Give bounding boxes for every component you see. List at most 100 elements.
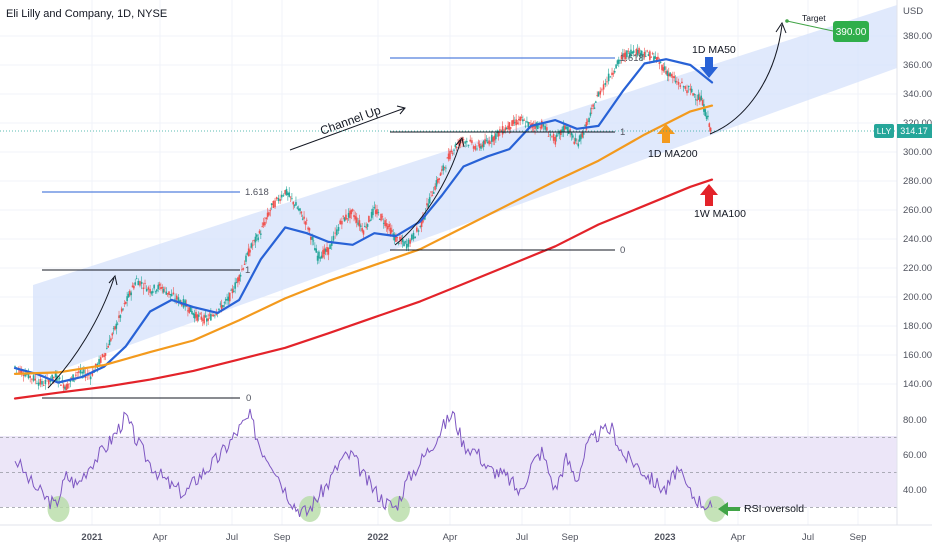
candle-body	[471, 140, 473, 144]
candle-body	[260, 233, 262, 235]
candle-body	[597, 92, 600, 97]
candle-body	[395, 236, 397, 242]
candle-body	[636, 49, 639, 56]
time-tick-label: Jul	[802, 532, 814, 543]
candle-body	[288, 192, 291, 197]
candle-body	[65, 384, 68, 391]
candle-body	[147, 287, 150, 290]
impulse-arrows	[47, 21, 787, 389]
candle-body	[305, 219, 308, 221]
candle-body	[516, 122, 519, 125]
candle-body	[574, 138, 577, 142]
candle-body	[410, 234, 413, 240]
candle-body	[222, 305, 224, 308]
time-tick-label: Sep	[274, 532, 291, 543]
candle-body	[566, 126, 569, 131]
candle-body	[581, 132, 584, 138]
chart-title: Eli Lilly and Company, 1D, NYSE	[6, 8, 167, 20]
candle-body	[559, 130, 562, 135]
candle-body	[412, 232, 415, 240]
candle-body	[511, 120, 513, 126]
candle-body	[647, 54, 650, 56]
candle-body	[27, 371, 30, 379]
candle-body	[293, 205, 296, 207]
candle-body	[354, 216, 357, 220]
candle-body	[327, 247, 330, 255]
candle-body	[472, 146, 475, 149]
candle-body	[407, 239, 410, 247]
candle-body	[589, 112, 592, 116]
candle-body	[134, 282, 137, 285]
candle-body	[297, 208, 300, 211]
candle-body	[430, 191, 432, 193]
candle-body	[156, 289, 158, 292]
candle-body	[466, 140, 468, 143]
candle-body	[434, 186, 436, 190]
candle-body	[569, 129, 571, 132]
candle-body	[555, 134, 558, 138]
candle-body	[326, 247, 328, 252]
candle-body	[562, 125, 565, 133]
candle-body	[135, 278, 138, 279]
time-axis-panel[interactable]	[0, 525, 932, 550]
candle-body	[126, 296, 128, 301]
candle-body	[214, 315, 216, 317]
candle-body	[541, 120, 543, 129]
candle-body	[658, 62, 661, 64]
candle-body	[342, 215, 345, 217]
candle-body	[573, 141, 576, 144]
candle-body	[196, 314, 199, 321]
projection-arrow	[709, 24, 783, 135]
price-axis-panel[interactable]	[897, 0, 932, 550]
candle-body	[606, 81, 608, 83]
candle-body	[174, 298, 176, 300]
candle-body	[175, 295, 178, 300]
candle-body	[632, 50, 635, 54]
candle-body	[120, 308, 123, 312]
candle-body	[219, 303, 222, 305]
candle-body	[322, 250, 324, 258]
last-price-text: 314.17	[900, 126, 928, 136]
time-tick-label: 2022	[367, 532, 388, 543]
candle-body	[239, 274, 242, 277]
candle-body	[169, 294, 172, 295]
candle-body	[36, 383, 38, 384]
candle-body	[268, 212, 270, 216]
candle-body	[265, 217, 268, 220]
candle-body	[201, 319, 204, 321]
candle-body	[151, 291, 154, 293]
candle-body	[432, 192, 435, 194]
candle-body	[534, 125, 536, 129]
candle-body	[42, 385, 45, 386]
candle-body	[662, 67, 665, 71]
candle-body	[495, 133, 497, 140]
candle-body	[336, 229, 338, 236]
candle-body	[131, 285, 134, 288]
candle-body	[282, 195, 285, 197]
candle-body	[624, 52, 627, 59]
candle-body	[78, 371, 80, 373]
candle-body	[615, 64, 617, 69]
candle-body	[508, 122, 511, 130]
candle-body	[499, 129, 501, 132]
oversold-marker	[387, 496, 410, 522]
candle-body	[116, 323, 119, 325]
candle-body	[602, 84, 605, 90]
candle-body	[676, 81, 678, 83]
candle-body	[119, 315, 122, 318]
candle-body	[195, 311, 197, 318]
candle-body	[31, 378, 33, 380]
candle-body	[512, 119, 515, 124]
candle-body	[257, 237, 259, 241]
candle-body	[157, 284, 159, 290]
price-tick-label: 300.00	[903, 147, 932, 158]
fib-1-label-2: 1	[620, 127, 625, 138]
candle-body	[646, 50, 648, 52]
candle-body	[166, 293, 169, 295]
candle-body	[237, 277, 239, 283]
candle-body	[108, 339, 111, 346]
candle-body	[595, 101, 597, 103]
price-tick-label: 340.00	[903, 89, 932, 100]
candle-body	[68, 383, 70, 385]
